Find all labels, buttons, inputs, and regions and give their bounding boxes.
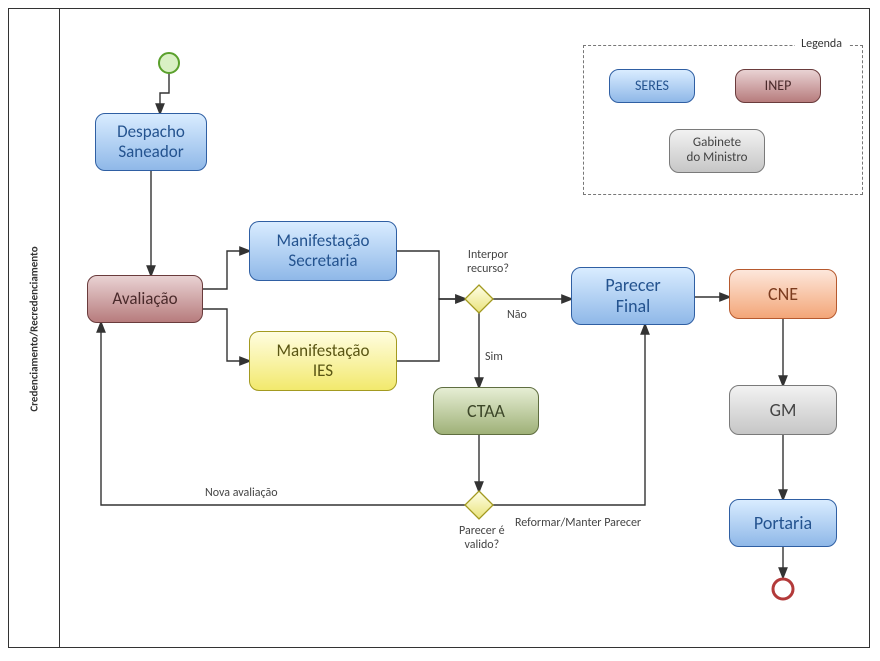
label: Parecer évalido? xyxy=(459,525,505,553)
node-manif_sec: ManifestaçãoSecretaria xyxy=(249,221,397,281)
node-label: ParecerFinal xyxy=(605,275,660,316)
node-label: ManifestaçãoSecretaria xyxy=(277,231,370,270)
node-lg_seres: SERES xyxy=(609,69,695,103)
node-lg_inep: INEP xyxy=(735,69,821,103)
connector xyxy=(160,73,169,113)
node-portaria: Portaria xyxy=(729,499,837,547)
label: Nova avaliação xyxy=(205,487,278,501)
end-event xyxy=(773,579,793,599)
node-label: CNE xyxy=(768,284,798,305)
node-cne: CNE xyxy=(729,269,837,319)
node-label: CTAA xyxy=(467,401,505,422)
node-manif_ies: ManifestaçãoIES xyxy=(249,331,397,391)
node-label: Avaliação xyxy=(112,289,177,309)
connector xyxy=(203,251,249,289)
node-parecer: ParecerFinal xyxy=(571,267,695,325)
node-ctaa: CTAA xyxy=(433,387,539,435)
node-despacho: DespachoSaneador xyxy=(95,113,207,171)
legend-title: Legenda xyxy=(795,37,848,51)
label: Não xyxy=(507,309,527,323)
gateway-g2 xyxy=(465,491,493,519)
label: Reformar/Manter Parecer xyxy=(515,517,641,531)
connector xyxy=(397,299,465,361)
node-label: Gabinetedo Ministro xyxy=(686,136,747,166)
connector xyxy=(203,309,249,361)
start-event xyxy=(159,53,179,73)
node-label: GM xyxy=(770,400,797,421)
gateway-g1 xyxy=(465,285,493,313)
node-avaliacao: Avaliação xyxy=(87,275,203,323)
connector xyxy=(397,251,465,299)
node-label: ManifestaçãoIES xyxy=(277,341,370,380)
diagram-frame: Credenciamento/Recredenciamento Despacho… xyxy=(8,8,870,648)
node-label: Portaria xyxy=(754,513,812,534)
node-gm: GM xyxy=(729,385,837,435)
node-label: DespachoSaneador xyxy=(117,122,185,161)
label: Interporrecurso? xyxy=(467,249,509,277)
node-label: SERES xyxy=(635,78,669,94)
label: Sim xyxy=(485,351,503,365)
node-lg_gab: Gabinetedo Ministro xyxy=(669,129,765,173)
node-label: INEP xyxy=(765,78,792,94)
